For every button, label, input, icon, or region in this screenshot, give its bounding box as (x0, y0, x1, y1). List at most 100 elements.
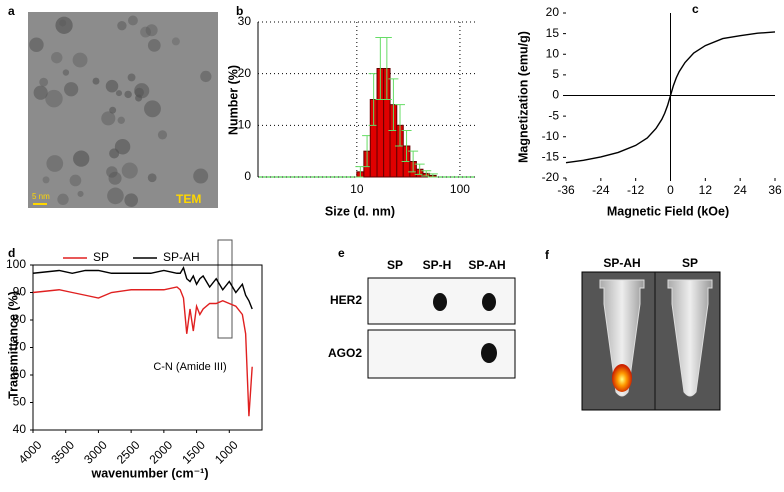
y-tick-label: -20 (542, 170, 560, 184)
panel-label: a (8, 4, 15, 18)
error-bar (427, 173, 438, 178)
x-tick-label: 1500 (179, 438, 208, 467)
particle (92, 77, 100, 85)
highlight-box (217, 239, 233, 339)
particle (134, 83, 150, 99)
x-axis-label: Size (d. nm) (325, 204, 395, 218)
x-tick-label: 2500 (114, 438, 143, 467)
particle (108, 171, 122, 185)
particle (57, 193, 69, 205)
y-tick-label: 90 (13, 285, 27, 299)
y-tick-label: 30 (238, 14, 252, 28)
y-tick-label: 70 (13, 340, 27, 354)
x-tick-label: 4000 (16, 438, 45, 467)
y-tick-label: 100 (6, 257, 26, 271)
particle (193, 168, 209, 184)
particle (171, 37, 180, 46)
particle (55, 16, 73, 34)
column-label: SP-AH (603, 256, 640, 270)
particle (114, 138, 131, 155)
x-tick-label: -12 (627, 183, 645, 197)
y-tick-label: 10 (546, 46, 560, 60)
y-tick-label: 0 (244, 169, 251, 183)
particle (77, 190, 84, 197)
particle (147, 39, 161, 52)
column-label: SP (387, 258, 403, 272)
particle (45, 89, 63, 108)
particle (51, 51, 63, 64)
x-axis-label: Magnetic Field (kOe) (607, 204, 729, 218)
row-label: AGO2 (328, 346, 362, 360)
x-tick-label: 100 (450, 182, 470, 196)
y-tick-label: 20 (546, 5, 560, 19)
tube (667, 279, 713, 397)
y-tick-label: 60 (13, 367, 27, 381)
particle (144, 100, 161, 118)
y-tick-label: 50 (13, 395, 27, 409)
particle (59, 19, 67, 27)
panel-label: e (338, 246, 345, 260)
particle (73, 150, 90, 167)
particle (33, 85, 48, 100)
row-label: HER2 (330, 293, 362, 307)
column-label: SP-AH (468, 258, 505, 272)
tem-stamp: TEM (176, 192, 201, 206)
particle (101, 111, 116, 126)
column-label: SP (682, 256, 698, 270)
particle (107, 187, 124, 205)
particle (39, 77, 49, 87)
x-tick-label: 36 (768, 183, 782, 197)
particle (64, 82, 79, 97)
particle (117, 116, 125, 124)
column-label: SP-H (423, 258, 452, 272)
scale-bar-label: 5 nm (32, 192, 50, 201)
tem-particles (29, 15, 212, 207)
x-tick-label: 12 (699, 183, 713, 197)
blot-dot (481, 343, 497, 363)
panel-label: d (8, 246, 15, 260)
tube (599, 279, 645, 397)
particle (147, 173, 157, 183)
series-line (32, 286, 253, 417)
particle (109, 106, 117, 114)
x-tick-label: 2000 (147, 438, 176, 467)
particle (124, 193, 139, 207)
annotation: C-N (Amide III) (153, 361, 226, 373)
particle (157, 130, 168, 140)
x-tick-label: -36 (557, 183, 575, 197)
particle (127, 73, 136, 82)
panel-label: f (545, 248, 550, 262)
y-tick-label: 10 (238, 118, 252, 132)
y-tick-label: -5 (548, 108, 559, 122)
y-tick-label: -15 (542, 150, 560, 164)
particle (127, 15, 138, 26)
particle (69, 174, 82, 187)
y-tick-label: 40 (13, 422, 27, 436)
blot-dot (433, 293, 447, 311)
y-tick-label: 80 (13, 312, 27, 326)
particle (117, 21, 127, 31)
particle (200, 70, 212, 83)
x-tick-label: 1000 (212, 438, 241, 467)
x-axis-label: wavenumber (cm⁻¹) (90, 466, 208, 480)
particle (140, 26, 151, 38)
y-tick-label: 15 (546, 26, 560, 40)
particle (145, 24, 158, 37)
legend-label: SP (93, 250, 109, 264)
x-tick-label: 0 (667, 183, 674, 197)
fluorescence (612, 364, 632, 392)
y-tick-label: -10 (542, 129, 560, 143)
panel-label: c (692, 2, 699, 16)
y-tick-label: 20 (238, 66, 252, 80)
particle (62, 69, 70, 76)
particle (106, 166, 118, 178)
y-tick-label: 0 (552, 88, 559, 102)
legend-label: SP-AH (163, 250, 200, 264)
panel-label: b (236, 4, 243, 18)
x-tick-label: -24 (592, 183, 610, 197)
particle (29, 37, 44, 52)
tem-image (28, 12, 218, 208)
particle (121, 162, 138, 179)
y-axis-label: Magnetization (emu/g) (516, 31, 530, 163)
